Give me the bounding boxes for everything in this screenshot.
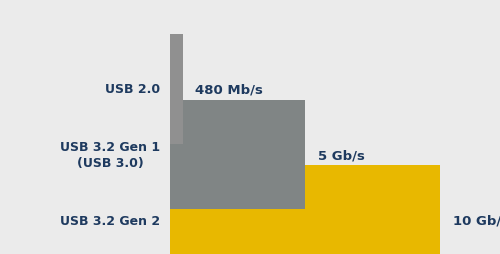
- Text: 480 Mb/s: 480 Mb/s: [196, 83, 264, 96]
- Bar: [170, 100, 305, 209]
- Bar: [170, 35, 183, 144]
- Bar: [170, 166, 440, 254]
- Text: USB 3.2 Gen 2: USB 3.2 Gen 2: [60, 214, 160, 227]
- Text: 5 Gb/s: 5 Gb/s: [318, 149, 364, 161]
- Text: USB 3.2 Gen 1
(USB 3.0): USB 3.2 Gen 1 (USB 3.0): [60, 140, 160, 169]
- Text: USB 2.0: USB 2.0: [105, 83, 160, 96]
- Text: 10 Gb/s: 10 Gb/s: [452, 214, 500, 227]
